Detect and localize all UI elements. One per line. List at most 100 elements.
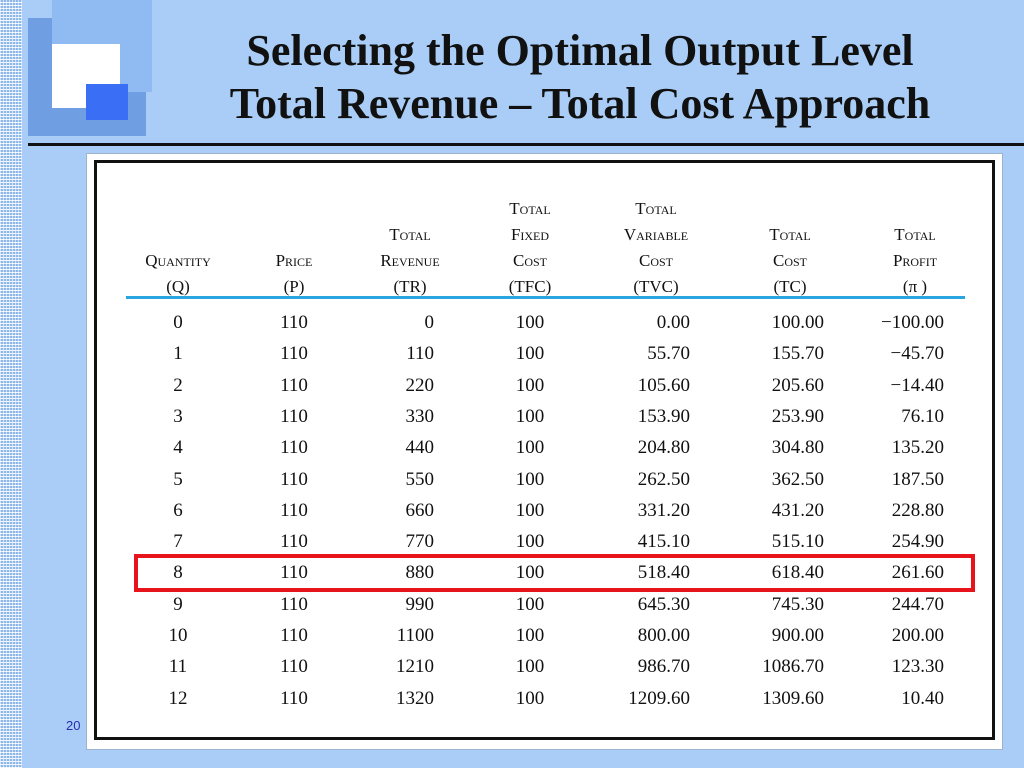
table-row: 12 110 1320 100 1209.60 1309.60 10.40: [0, 683, 1024, 714]
cell-quantity: 2: [173, 374, 183, 396]
header-line: (TFC): [508, 277, 552, 296]
logo-blue-square: [86, 84, 128, 120]
slide-title-line2: Total Revenue – Total Cost Approach: [229, 79, 931, 128]
cell-quantity: 3: [173, 405, 183, 427]
cell-total-cost: 100.00: [771, 312, 824, 333]
cell-total-variable-cost: 105.60: [637, 374, 690, 396]
header-line: (TR): [393, 277, 427, 296]
cell-total-profit: 135.20: [891, 437, 944, 459]
cell-total-variable-cost: 1209.60: [628, 687, 690, 709]
cell-total-cost: 900.00: [771, 625, 824, 646]
header-line: Revenue: [380, 251, 440, 270]
header-line: (π ): [902, 277, 928, 296]
header-line: Fixed: [510, 225, 550, 244]
cell-total-variable-cost: 518.40: [637, 562, 690, 584]
cell-quantity: 6: [173, 499, 183, 521]
cell-total-variable-cost: 204.80: [637, 437, 690, 459]
cell-price: 110: [280, 374, 308, 396]
table-row: 10 110 1100 100 800.00 900.00 200.00: [0, 620, 1024, 651]
cell-total-cost: 253.90: [771, 405, 824, 427]
cell-price: 110: [280, 531, 308, 553]
cell-total-revenue: 0: [424, 312, 435, 333]
cell-total-cost: 618.40: [771, 562, 824, 584]
cell-price: 110: [280, 312, 308, 333]
table-row: 11 110 1210 100 986.70 1086.70 123.30: [0, 651, 1024, 682]
cell-total-revenue: 770: [405, 531, 435, 553]
header-line: Variable: [623, 225, 689, 244]
header-line: Total: [894, 225, 936, 244]
cell-total-variable-cost: 0.00: [656, 312, 690, 333]
cell-total-fixed-cost: 100: [515, 343, 545, 365]
cell-total-cost: 1309.60: [762, 687, 824, 709]
cell-total-variable-cost: 986.70: [637, 656, 690, 678]
cell-total-profit: 76.10: [901, 405, 944, 427]
footer-page-number: 20: [66, 718, 81, 733]
cell-total-profit: 123.30: [891, 656, 944, 678]
cell-quantity: 4: [173, 437, 183, 459]
cell-total-revenue: 1100: [396, 625, 434, 646]
cell-total-fixed-cost: 100: [515, 593, 545, 615]
cell-total-profit: 261.60: [891, 562, 944, 584]
cell-quantity: 8: [173, 562, 183, 584]
cell-total-fixed-cost: 100: [515, 312, 545, 333]
cell-price: 110: [280, 343, 308, 365]
cell-total-fixed-cost: 100: [515, 562, 545, 584]
cell-total-cost: 1086.70: [762, 656, 824, 678]
cell-total-cost: 745.30: [771, 593, 824, 615]
cell-quantity: 10: [168, 625, 188, 646]
header-line: Total: [635, 199, 677, 218]
cell-total-fixed-cost: 100: [515, 531, 545, 553]
cell-quantity: 9: [173, 593, 183, 615]
header-line: Total: [509, 199, 551, 218]
cell-total-cost: 362.50: [771, 468, 824, 490]
slide-title: Selecting the Optimal Output Level Total…: [150, 24, 1010, 130]
cell-quantity: 12: [168, 687, 188, 709]
cell-total-profit: 244.70: [891, 593, 944, 615]
cell-quantity: 5: [173, 468, 183, 490]
table-border: [94, 160, 995, 740]
table-row: 3 110 330 100 153.90 253.90 76.10: [0, 401, 1024, 432]
cell-total-fixed-cost: 100: [515, 625, 545, 646]
cell-total-cost: 304.80: [771, 437, 824, 459]
header-total-cost: Total Cost (TC): [730, 190, 850, 300]
cell-total-revenue: 110: [406, 343, 434, 365]
header-line: Total: [389, 225, 431, 244]
cell-price: 110: [280, 405, 308, 427]
header-line: Price: [275, 251, 313, 270]
table-row: 5 110 550 100 262.50 362.50 187.50: [0, 464, 1024, 495]
header-line: (TC): [773, 277, 807, 296]
cell-total-profit: −14.40: [890, 374, 944, 396]
cell-total-fixed-cost: 100: [515, 374, 545, 396]
cell-total-revenue: 990: [405, 593, 435, 615]
slide-title-line1: Selecting the Optimal Output Level: [246, 26, 914, 75]
cell-total-profit: 200.00: [891, 625, 944, 646]
cell-total-profit: 228.80: [891, 499, 944, 521]
cell-quantity: 7: [173, 531, 183, 553]
cell-total-profit: 10.40: [901, 687, 944, 709]
header-line: (TVC): [633, 277, 679, 296]
cell-total-revenue: 1320: [396, 687, 434, 709]
cell-total-variable-cost: 153.90: [637, 405, 690, 427]
cell-total-fixed-cost: 100: [515, 656, 545, 678]
cell-quantity: 11: [168, 656, 188, 678]
title-underline: [28, 143, 1024, 146]
header-line: Cost: [772, 251, 807, 270]
cell-total-cost: 205.60: [771, 374, 824, 396]
header-line: Total: [769, 225, 811, 244]
cell-total-cost: 515.10: [771, 531, 824, 553]
cell-total-fixed-cost: 100: [515, 499, 545, 521]
cell-quantity: 0: [173, 312, 183, 333]
cell-total-revenue: 660: [405, 499, 435, 521]
cell-price: 110: [280, 593, 308, 615]
table-row: 9 110 990 100 645.30 745.30 244.70: [0, 589, 1024, 620]
header-line: Quantity: [145, 251, 211, 270]
header-total-variable-cost: Total Variable Cost (TVC): [596, 190, 716, 300]
table-row: 0 110 0 100 0.00 100.00 −100.00: [0, 307, 1024, 338]
header-line: Cost: [638, 251, 673, 270]
left-decorative-stripe: [0, 0, 22, 768]
table-row: 7 110 770 100 415.10 515.10 254.90: [0, 526, 1024, 557]
cell-total-fixed-cost: 100: [515, 437, 545, 459]
header-total-revenue: Total Revenue (TR): [350, 190, 470, 300]
cell-total-variable-cost: 262.50: [637, 468, 690, 490]
cell-total-variable-cost: 415.10: [637, 531, 690, 553]
